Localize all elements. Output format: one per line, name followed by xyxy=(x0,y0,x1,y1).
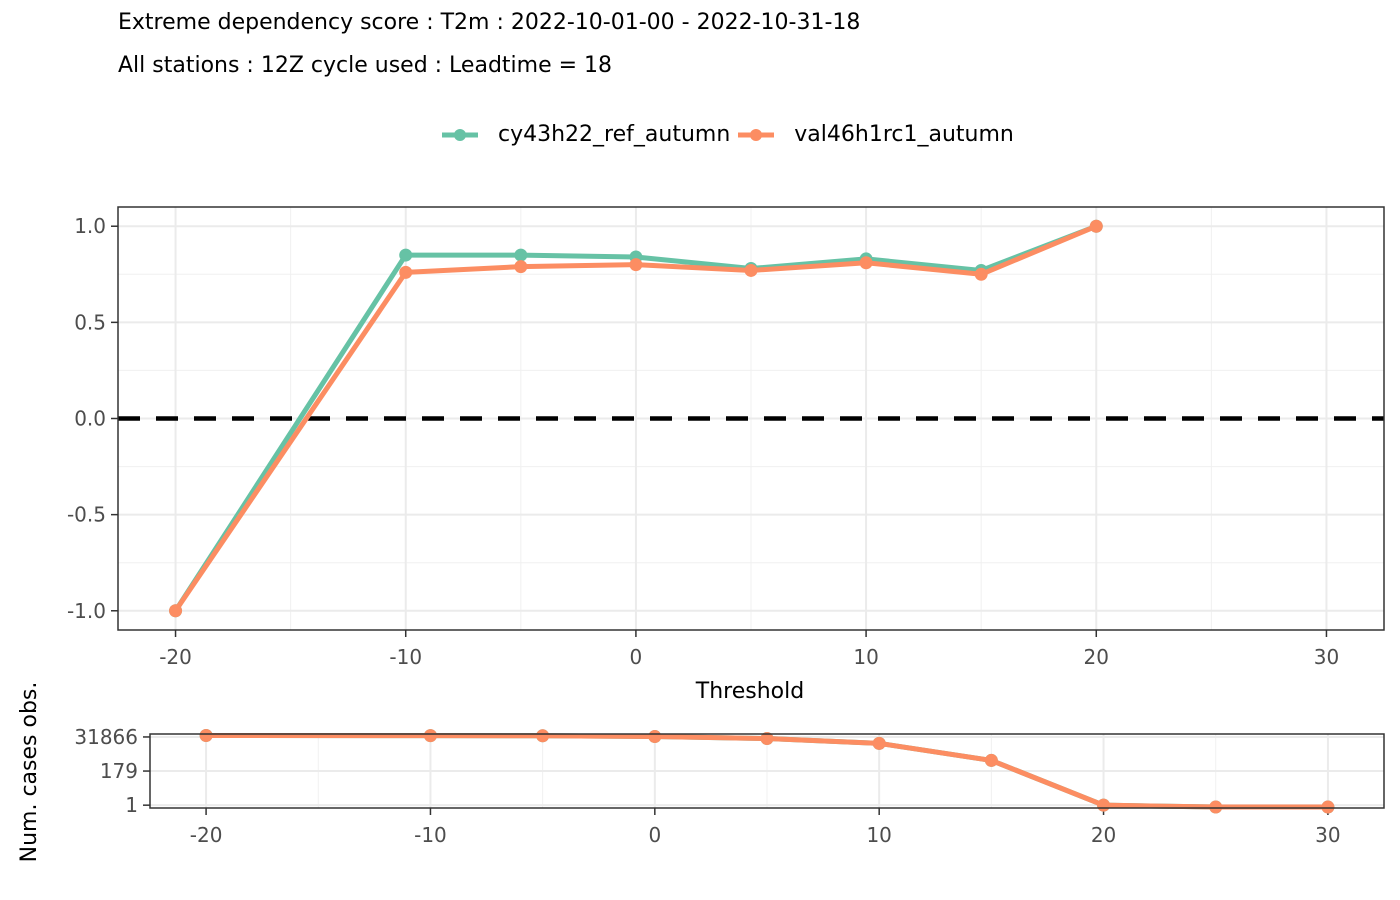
x-tick-label: 0 xyxy=(630,645,643,669)
x-tick-label: 30 xyxy=(1314,645,1339,669)
chart-title: Extreme dependency score : T2m : 2022-10… xyxy=(118,10,861,35)
x-tick-label: 20 xyxy=(1084,645,1109,669)
x-tick-label: 0 xyxy=(648,823,661,847)
data-point-series-1 xyxy=(399,248,413,262)
data-point-series-2 xyxy=(974,267,988,281)
x-tick-label: -20 xyxy=(159,645,192,669)
y-tick-label: 1 xyxy=(125,793,138,817)
data-point-series-2 xyxy=(169,604,183,618)
main-panel-border xyxy=(117,206,1385,631)
x-tick-label: 20 xyxy=(1091,823,1116,847)
y-tick-label: -0.5 xyxy=(67,503,106,527)
x-axis-title: Threshold xyxy=(695,679,804,704)
data-point-series-2 xyxy=(399,265,413,279)
y-tick-label: 0.5 xyxy=(74,310,106,334)
cases-point-series-2 xyxy=(199,728,213,742)
series-line-1 xyxy=(173,223,1098,613)
legend: cy43h22_ref_autumn val46h1rc1_autumn xyxy=(440,122,1014,147)
data-point-series-2 xyxy=(514,260,528,274)
legend-key-series-1 xyxy=(442,128,478,141)
cases-plot-panel: -20 -10 0 10 20 30 1 179 31866 xyxy=(74,725,1385,847)
data-point-series-2 xyxy=(629,258,643,272)
data-point-series-2 xyxy=(744,263,758,277)
cases-point-series-2 xyxy=(872,736,886,750)
cases-point-series-2 xyxy=(423,729,437,743)
data-point-series-1 xyxy=(514,248,528,262)
cases-point-series-2 xyxy=(1321,800,1335,814)
cases-point-series-2 xyxy=(1209,800,1223,814)
legend-label-series-2: val46h1rc1_autumn xyxy=(794,122,1014,147)
y-tick-label: 31866 xyxy=(74,725,138,749)
cases-point-series-2 xyxy=(648,730,662,744)
cases-panel-border xyxy=(149,733,1385,809)
x-tick-label: 10 xyxy=(853,645,878,669)
chart-subtitle: All stations : 12Z cycle used : Leadtime… xyxy=(118,53,613,78)
y-axis-title-cases: Num. cases obs. xyxy=(17,682,42,863)
series-line-2 xyxy=(173,223,1098,613)
x-tick-label: 10 xyxy=(866,823,891,847)
legend-item-series-2: val46h1rc1_autumn xyxy=(736,122,1014,147)
legend-item-series-1: cy43h22_ref_autumn xyxy=(440,122,730,147)
x-tick-label: -10 xyxy=(389,645,422,669)
data-point-series-2 xyxy=(859,256,873,270)
y-tick-label: -1.0 xyxy=(67,599,106,623)
cases-line-2 xyxy=(206,732,1328,810)
main-plot-panel: -20 -10 0 10 20 30 -1.0 -0.5 0.0 0.5 1.0 xyxy=(67,206,1385,669)
y-tick-label: 179 xyxy=(100,759,138,783)
data-point-series-2 xyxy=(1089,219,1103,233)
y-tick-label: 1.0 xyxy=(74,214,106,238)
x-tick-label: -20 xyxy=(190,823,223,847)
legend-label-series-1: cy43h22_ref_autumn xyxy=(498,122,731,147)
cases-point-series-2 xyxy=(760,732,774,746)
cases-point-series-2 xyxy=(536,729,550,743)
x-tick-label: -10 xyxy=(414,823,447,847)
x-tick-label: 30 xyxy=(1315,823,1340,847)
cases-point-series-2 xyxy=(984,753,998,767)
y-tick-label: 0.0 xyxy=(74,407,106,431)
legend-key-series-2 xyxy=(738,128,775,141)
cases-point-series-2 xyxy=(1097,798,1111,812)
